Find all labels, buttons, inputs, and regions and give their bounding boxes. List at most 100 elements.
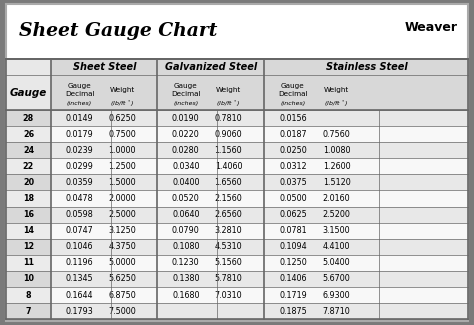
Text: 7.0310: 7.0310: [215, 291, 242, 300]
Text: 0.1080: 0.1080: [172, 242, 200, 251]
Text: Gauge: Gauge: [10, 88, 47, 98]
Text: 2.0000: 2.0000: [109, 194, 136, 203]
Text: 5.6700: 5.6700: [323, 274, 350, 283]
Text: 0.0359: 0.0359: [66, 178, 93, 187]
Text: (inches): (inches): [280, 101, 306, 106]
FancyBboxPatch shape: [157, 58, 264, 110]
Text: 7.5000: 7.5000: [109, 306, 136, 316]
Text: 0.0299: 0.0299: [66, 162, 93, 171]
Text: 1.5000: 1.5000: [109, 178, 136, 187]
FancyBboxPatch shape: [6, 4, 468, 321]
FancyBboxPatch shape: [6, 303, 51, 319]
FancyBboxPatch shape: [6, 174, 51, 190]
Text: 0.0250: 0.0250: [279, 146, 307, 155]
Text: 0.0598: 0.0598: [66, 210, 93, 219]
Text: 18: 18: [23, 194, 34, 203]
Text: 0.7810: 0.7810: [215, 113, 242, 123]
Text: Weight: Weight: [216, 87, 241, 93]
Text: (inches): (inches): [173, 101, 199, 106]
Text: Weaver: Weaver: [404, 21, 457, 34]
FancyBboxPatch shape: [264, 58, 468, 110]
Text: 5.1560: 5.1560: [215, 258, 242, 267]
FancyBboxPatch shape: [6, 110, 51, 126]
Text: 0.0781: 0.0781: [279, 226, 307, 235]
Text: 0.0220: 0.0220: [172, 130, 200, 139]
Text: Weight: Weight: [324, 87, 349, 93]
FancyBboxPatch shape: [6, 239, 468, 255]
Text: 1.0080: 1.0080: [323, 146, 350, 155]
Text: 0.0149: 0.0149: [66, 113, 93, 123]
Text: Galvanized Steel: Galvanized Steel: [165, 62, 257, 72]
Text: 3.2810: 3.2810: [215, 226, 242, 235]
FancyBboxPatch shape: [6, 206, 468, 223]
Text: 0.1406: 0.1406: [279, 274, 307, 283]
FancyBboxPatch shape: [6, 126, 51, 142]
FancyBboxPatch shape: [6, 174, 468, 190]
Text: 0.0375: 0.0375: [279, 178, 307, 187]
FancyBboxPatch shape: [6, 190, 51, 206]
Text: 2.6560: 2.6560: [215, 210, 242, 219]
Text: 7: 7: [26, 306, 31, 316]
Text: 0.1230: 0.1230: [172, 258, 200, 267]
FancyBboxPatch shape: [6, 206, 51, 223]
Text: 12: 12: [23, 242, 34, 251]
Text: 1.5120: 1.5120: [323, 178, 350, 187]
Text: 0.7560: 0.7560: [323, 130, 350, 139]
Text: 6.9300: 6.9300: [323, 291, 350, 300]
Text: 0.0179: 0.0179: [66, 130, 93, 139]
Text: (lb/ft $^*$): (lb/ft $^*$): [324, 98, 349, 109]
Text: 5.0400: 5.0400: [323, 258, 350, 267]
Text: 0.1250: 0.1250: [279, 258, 307, 267]
Text: (lb/ft $^*$): (lb/ft $^*$): [110, 98, 135, 109]
Text: 0.9060: 0.9060: [215, 130, 242, 139]
Text: 0.0640: 0.0640: [172, 210, 200, 219]
FancyBboxPatch shape: [6, 142, 468, 158]
Text: 0.1094: 0.1094: [279, 242, 307, 251]
Text: 0.0156: 0.0156: [279, 113, 307, 123]
Text: 5.6250: 5.6250: [109, 274, 136, 283]
Text: Weight: Weight: [109, 87, 135, 93]
Text: 5.0000: 5.0000: [109, 258, 136, 267]
FancyBboxPatch shape: [6, 271, 51, 287]
Text: 0.0340: 0.0340: [172, 162, 200, 171]
Text: Stainless Steel: Stainless Steel: [326, 62, 407, 72]
FancyBboxPatch shape: [6, 255, 468, 271]
Text: (inches): (inches): [67, 101, 92, 106]
Text: Gauge
Decimal: Gauge Decimal: [65, 84, 94, 97]
Text: Sheet Steel: Sheet Steel: [73, 62, 136, 72]
FancyBboxPatch shape: [6, 142, 51, 158]
Text: 0.1345: 0.1345: [66, 274, 93, 283]
FancyBboxPatch shape: [6, 126, 468, 142]
Text: 0.1680: 0.1680: [172, 291, 200, 300]
Text: 11: 11: [23, 258, 34, 267]
Text: 3.1500: 3.1500: [323, 226, 350, 235]
FancyBboxPatch shape: [6, 271, 468, 287]
Text: 24: 24: [23, 146, 34, 155]
Text: 5.7810: 5.7810: [215, 274, 242, 283]
Text: 0.0747: 0.0747: [66, 226, 93, 235]
Text: 0.1046: 0.1046: [66, 242, 93, 251]
Text: 0.0280: 0.0280: [172, 146, 200, 155]
FancyBboxPatch shape: [6, 190, 468, 206]
Text: 1.0000: 1.0000: [109, 146, 136, 155]
Text: 0.1793: 0.1793: [66, 306, 93, 316]
Text: 7.8710: 7.8710: [323, 306, 350, 316]
FancyBboxPatch shape: [6, 110, 468, 126]
Text: 0.0500: 0.0500: [279, 194, 307, 203]
FancyBboxPatch shape: [6, 58, 51, 110]
Text: 4.4100: 4.4100: [323, 242, 350, 251]
Text: 1.2500: 1.2500: [109, 162, 136, 171]
FancyBboxPatch shape: [6, 223, 468, 239]
Text: 0.0187: 0.0187: [279, 130, 307, 139]
Text: 28: 28: [23, 113, 34, 123]
Text: 22: 22: [23, 162, 34, 171]
Text: 2.5000: 2.5000: [109, 210, 136, 219]
FancyBboxPatch shape: [6, 239, 51, 255]
Text: 6.8750: 6.8750: [109, 291, 136, 300]
Text: 0.6250: 0.6250: [109, 113, 136, 123]
Text: 4.5310: 4.5310: [215, 242, 242, 251]
FancyBboxPatch shape: [6, 287, 51, 303]
Text: 0.0239: 0.0239: [66, 146, 93, 155]
Text: 26: 26: [23, 130, 34, 139]
FancyBboxPatch shape: [6, 287, 468, 303]
